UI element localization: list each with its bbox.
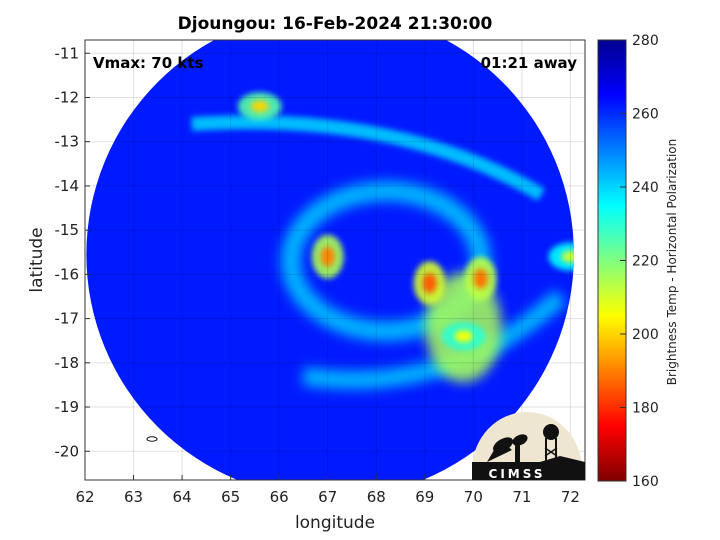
colorbar-tick-label: 260	[632, 107, 659, 123]
colorbar-tick-label: 160	[632, 474, 659, 490]
swath-features	[191, 92, 574, 390]
x-tick-label: 66	[270, 488, 289, 506]
colorbar-tick-label: 180	[632, 401, 659, 417]
feature-eyewall-band-east-1	[413, 261, 446, 306]
plot-border	[84, 39, 586, 481]
spiral-band-north	[191, 115, 545, 201]
y-tick-label: -20	[55, 442, 80, 460]
y-tick-label: -11	[55, 44, 80, 62]
x-tick-label: 70	[464, 488, 483, 506]
x-tick-label: 71	[512, 488, 531, 506]
swath-layer	[86, 40, 574, 480]
x-tick-label: 65	[221, 488, 240, 506]
feature-eye-ring-west	[311, 234, 344, 279]
y-axis-label: latitude	[27, 227, 47, 292]
water-tower-icon	[543, 424, 559, 440]
y-tick-label: -17	[55, 310, 80, 328]
x-tick-label: 62	[75, 488, 94, 506]
logo-text: CIMSS	[489, 467, 546, 481]
y-tick-labels: -11 -12 -13 -14 -15 -16 -17 -18 -19 -20	[55, 44, 90, 460]
colorbar: 280 260 240 220 200 180 160 Brightness Temp - …	[597, 33, 679, 490]
x-tick-label: 64	[173, 488, 192, 506]
y-tick-label: -19	[55, 398, 80, 416]
colorbar-tick-label: 220	[632, 254, 659, 270]
feature-eyewall-band-east-2	[464, 256, 497, 301]
x-tick-label: 63	[124, 488, 143, 506]
y-tick-label: -18	[55, 354, 80, 372]
chart-title: Djoungou: 16-Feb-2024 21:30:00	[178, 14, 493, 34]
y-tick-label: -16	[55, 265, 80, 283]
vmax-annotation: Vmax: 70 kts	[93, 54, 203, 72]
feature-rainband-south-east	[441, 322, 486, 351]
y-tick-label: -13	[55, 133, 80, 151]
x-axis-label: longitude	[295, 513, 375, 533]
feature-outer-band-north	[237, 92, 282, 121]
time-away-annotation: 01:21 away	[481, 54, 578, 72]
x-tick-labels: 62 63 64 65 66 67 68 69 70 71 72	[75, 475, 580, 506]
colorbar-label: Brightness Temp - Horizontal Polarizatio…	[665, 139, 679, 386]
colorbar-tick-label: 280	[632, 33, 659, 49]
x-tick-label: 69	[415, 488, 434, 506]
x-tick-label: 72	[561, 488, 580, 506]
colorbar-ticks: 280 260 240 220 200 180 160	[620, 33, 659, 490]
island-outline	[146, 436, 158, 442]
y-tick-label: -15	[55, 221, 80, 239]
colorbar-tick-label: 240	[632, 180, 659, 196]
y-tick-label: -12	[55, 88, 80, 106]
x-tick-label: 67	[318, 488, 337, 506]
x-tick-label: 68	[367, 488, 386, 506]
y-tick-label: -14	[55, 177, 80, 195]
feature-outer-band-east	[548, 242, 574, 271]
colorbar-tick-label: 200	[632, 327, 659, 343]
cimss-logo: CIMSS	[472, 412, 585, 481]
